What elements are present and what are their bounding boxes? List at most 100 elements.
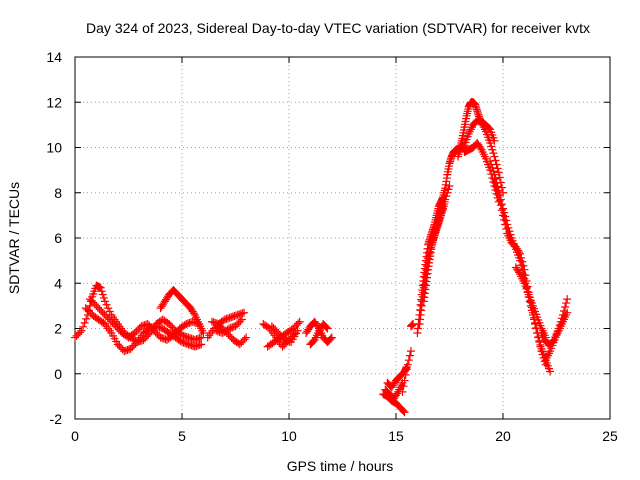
- data-point-plus-marker: [406, 347, 415, 356]
- data-point-plus-marker: [98, 290, 107, 299]
- data-point-plus-marker: [495, 173, 504, 182]
- data-point-plus-marker: [294, 319, 303, 328]
- data-point-plus-marker: [563, 295, 572, 304]
- data-point-plus-marker: [495, 196, 504, 205]
- data-point-plus-marker: [487, 160, 496, 169]
- data-point-plus-marker: [105, 307, 114, 316]
- data-point-plus-marker: [546, 367, 555, 376]
- data-point-plus-marker: [490, 152, 499, 161]
- data-point-plus-marker: [96, 283, 105, 292]
- chart-title: Day 324 of 2023, Sidereal Day-to-day VTE…: [86, 20, 590, 36]
- data-point-plus-marker: [496, 201, 505, 210]
- data-point-plus-marker: [404, 356, 413, 365]
- data-point-plus-marker: [563, 308, 572, 317]
- data-point-plus-marker: [77, 326, 86, 335]
- data-point-plus-marker: [405, 351, 414, 360]
- data-point-plus-marker: [439, 200, 448, 209]
- data-point-plus-marker: [487, 142, 496, 151]
- data-point-plus-marker: [517, 253, 526, 262]
- y-tick-label: 8: [54, 185, 62, 201]
- data-point-plus-marker: [403, 360, 412, 369]
- data-point-plus-marker: [488, 163, 497, 172]
- data-point-plus-marker: [236, 317, 245, 326]
- data-point-plus-marker: [398, 387, 407, 396]
- data-point-plus-marker: [323, 324, 332, 333]
- data-point-plus-marker: [536, 340, 545, 349]
- x-tick-label: 0: [71, 428, 79, 444]
- y-tick-label: 12: [46, 94, 62, 110]
- data-point-plus-marker: [489, 149, 498, 158]
- data-point-plus-marker: [97, 287, 106, 296]
- data-point-plus-marker: [295, 317, 304, 326]
- data-point-plus-marker: [322, 323, 331, 332]
- data-point-plus-marker: [401, 370, 410, 379]
- y-tick-label: 6: [54, 230, 62, 246]
- y-tick-label: 2: [54, 321, 62, 337]
- data-point-plus-marker: [79, 322, 88, 331]
- data-point-plus-marker: [518, 257, 527, 266]
- x-tick-label: 10: [281, 428, 297, 444]
- data-point-plus-marker: [240, 308, 249, 317]
- data-point-plus-marker: [535, 336, 544, 345]
- data-point-plus-marker: [562, 299, 571, 308]
- data-point-plus-marker: [293, 326, 302, 335]
- data-point-plus-marker: [489, 167, 498, 176]
- data-point-plus-marker: [519, 261, 528, 270]
- data-point-plus-marker: [102, 300, 111, 309]
- y-axis-label: SDTVAR / TECUs: [6, 182, 22, 294]
- data-point-plus-marker: [488, 145, 497, 154]
- data-point-plus-marker: [82, 314, 91, 323]
- y-tick-label: -2: [50, 411, 63, 427]
- data-point-plus-marker: [199, 329, 208, 338]
- data-point-plus-marker: [494, 191, 503, 200]
- data-point-plus-marker: [520, 265, 529, 274]
- data-point-plus-marker: [442, 192, 451, 201]
- data-point-plus-marker: [75, 328, 84, 337]
- data-point-plus-marker: [237, 315, 246, 324]
- data-point-plus-marker: [516, 249, 525, 258]
- axis-ticks: 0 5 10 15 20 25 -2 0 2 4 6 8 10 12 14: [46, 49, 618, 444]
- y-tick-label: 0: [54, 366, 62, 382]
- data-point-plus-marker: [399, 407, 408, 416]
- data-point-plus-marker: [445, 181, 454, 190]
- y-tick-label: 4: [54, 275, 62, 291]
- data-point-plus-marker: [561, 303, 570, 312]
- y-tick-label: 10: [46, 140, 62, 156]
- data-point-plus-marker: [327, 333, 336, 342]
- x-tick-label: 25: [602, 428, 618, 444]
- data-point-plus-marker: [399, 382, 408, 391]
- data-point-plus-marker: [497, 206, 506, 215]
- x-axis-label: GPS time / hours: [287, 458, 394, 474]
- data-point-plus-marker: [492, 183, 501, 192]
- data-point-plus-marker: [486, 138, 495, 147]
- grid-lines: [75, 57, 610, 419]
- x-tick-label: 5: [178, 428, 186, 444]
- data-point-plus-marker: [501, 220, 510, 229]
- data-point-plus-marker: [240, 335, 249, 344]
- data-point-plus-marker: [494, 168, 503, 177]
- data-points: [71, 98, 572, 417]
- data-point-plus-marker: [326, 334, 335, 343]
- data-point-plus-marker: [104, 304, 113, 313]
- data-point-plus-marker: [493, 187, 502, 196]
- data-point-plus-marker: [99, 293, 108, 302]
- data-point-plus-marker: [486, 157, 495, 166]
- data-point-plus-marker: [441, 195, 450, 204]
- data-point-plus-marker: [490, 175, 499, 184]
- x-tick-label: 20: [495, 428, 511, 444]
- data-point-plus-marker: [443, 188, 452, 197]
- data-point-plus-marker: [80, 318, 89, 327]
- data-point-plus-marker: [502, 224, 511, 233]
- data-point-plus-marker: [444, 185, 453, 194]
- data-point-plus-marker: [100, 297, 109, 306]
- x-tick-label: 15: [388, 428, 404, 444]
- data-point-plus-marker: [500, 215, 509, 224]
- data-point-plus-marker: [400, 376, 409, 385]
- data-point-plus-marker: [491, 179, 500, 188]
- data-point-plus-marker: [400, 408, 409, 417]
- data-point-plus-marker: [242, 333, 251, 342]
- data-point-plus-marker: [499, 211, 507, 220]
- data-point-plus-marker: [402, 365, 411, 374]
- data-point-plus-marker: [197, 340, 206, 349]
